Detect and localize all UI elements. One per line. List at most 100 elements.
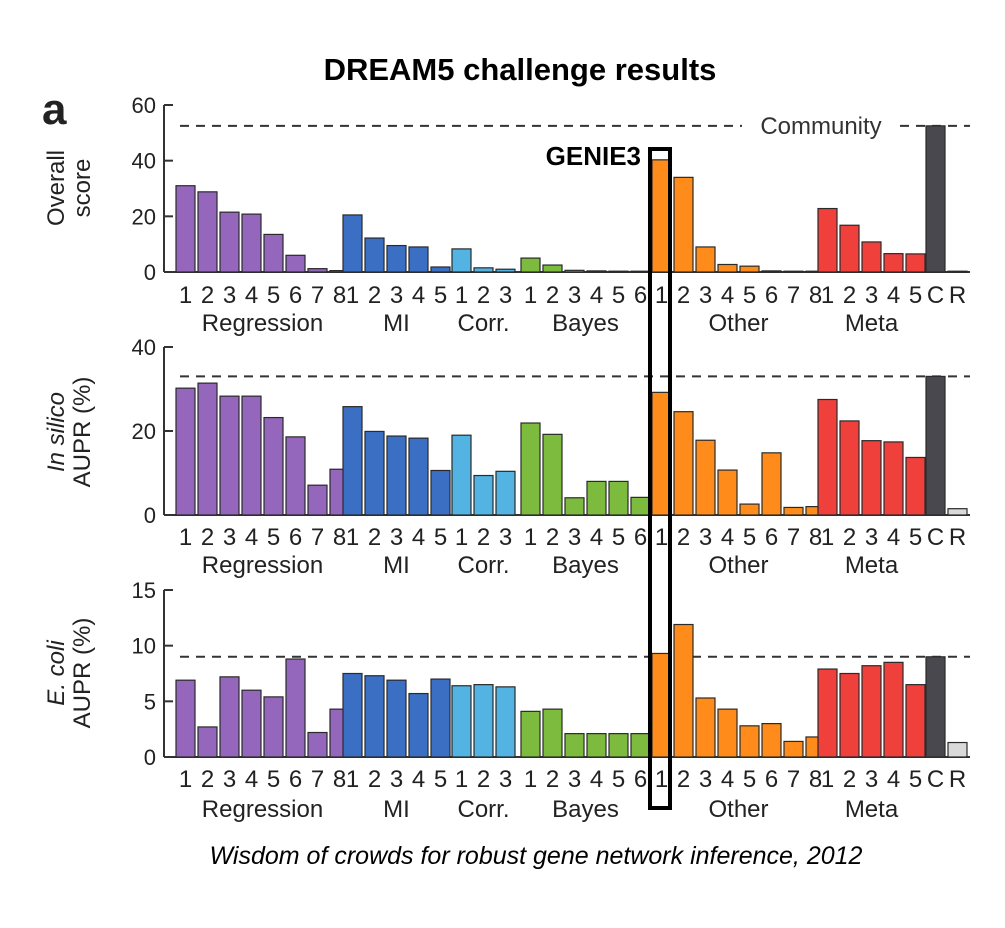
x-tick-label: 2: [546, 766, 559, 793]
bar-corr-3: [495, 686, 516, 758]
bar-other-4: [717, 708, 738, 758]
y-tick-label: 60: [132, 93, 156, 118]
x-tick-label: 7: [787, 766, 800, 793]
x-tick-label: 2: [677, 524, 690, 551]
x-tick-label: 2: [677, 766, 690, 793]
bar-regression-3: [219, 676, 240, 758]
figure-title: DREAM5 challenge results: [324, 52, 717, 87]
bar-regression-6: [285, 254, 306, 273]
x-tick-label: 6: [765, 524, 778, 551]
x-tick-label: 2: [546, 524, 559, 551]
x-tick-label: 1: [524, 282, 537, 309]
bar-regression-2: [197, 191, 218, 273]
x-tick-label: 3: [568, 524, 581, 551]
x-tick-label: 6: [634, 282, 647, 309]
bar-regression-2: [197, 382, 218, 516]
x-tick-label: 7: [311, 282, 324, 309]
x-tick-label: R: [949, 524, 966, 551]
x-tick-label: 4: [412, 766, 425, 793]
y-tick-label: 20: [132, 204, 156, 229]
x-tick-label: 1: [821, 524, 834, 551]
x-tick-label: 5: [909, 282, 922, 309]
group-label: Corr.: [457, 796, 509, 823]
bar-other-5: [739, 725, 760, 758]
x-tick-label: 3: [390, 524, 403, 551]
bar-mi-2: [364, 675, 385, 758]
y-tick-label: 10: [132, 634, 156, 659]
group-label: Other: [708, 552, 768, 579]
x-tick-label: 2: [843, 282, 856, 309]
x-tick-label: 2: [201, 766, 214, 793]
bar-mi-1: [342, 214, 363, 273]
x-tick-label: 4: [887, 766, 900, 793]
x-tick-label: 1: [346, 524, 359, 551]
x-tick-label: 8: [333, 282, 346, 309]
x-tick-label: 5: [612, 524, 625, 551]
group-label: MI: [383, 552, 410, 579]
x-tick-label: 2: [201, 524, 214, 551]
group-label: MI: [383, 796, 410, 823]
x-tick-label: 4: [245, 282, 258, 309]
group-label: Bayes: [552, 796, 619, 823]
bar-corr-1: [451, 434, 472, 516]
group-label: Regression: [202, 552, 323, 579]
y-tick-label: 40: [132, 335, 156, 360]
bar-other-7: [783, 740, 804, 758]
bar-corr-1: [451, 248, 472, 273]
x-tick-label: 2: [843, 766, 856, 793]
x-tick-label: 2: [546, 282, 559, 309]
bar-regression-6: [285, 658, 306, 758]
x-tick-label: 4: [412, 282, 425, 309]
bar-corr-3: [495, 470, 516, 516]
bar-mi-5: [430, 469, 451, 516]
bar-bayes-1: [520, 257, 541, 273]
bar-bayes-3: [564, 269, 585, 273]
x-tick-label: 1: [179, 282, 192, 309]
x-tick-label: 1: [346, 766, 359, 793]
bar-mi-4: [408, 246, 429, 273]
bar-mi-3: [386, 244, 407, 273]
bar-regression-3: [219, 395, 240, 516]
bar-bayes-5: [608, 733, 629, 758]
bar-regression-5: [263, 696, 284, 758]
x-tick-label: 3: [390, 282, 403, 309]
x-tick-label: 3: [223, 282, 236, 309]
x-tick-label: R: [949, 282, 966, 309]
bar-mi-5: [430, 266, 451, 273]
y-tick-label: 40: [132, 149, 156, 174]
x-tick-label: 7: [311, 766, 324, 793]
x-tick-label: 5: [267, 524, 280, 551]
group-label: Regression: [202, 796, 323, 823]
bar-bayes-2: [542, 708, 563, 758]
bar-other-4: [717, 263, 738, 273]
group-label: Regression: [202, 310, 323, 337]
x-tick-label: 2: [201, 282, 214, 309]
bar-regression-4: [241, 395, 262, 516]
x-tick-label: 6: [289, 524, 302, 551]
bar-other-2: [673, 411, 694, 516]
x-tick-label: 7: [311, 524, 324, 551]
y-tick-label: 20: [132, 419, 156, 444]
bar-meta-1: [817, 668, 838, 758]
x-tick-label: 6: [765, 282, 778, 309]
bar-bayes-1: [520, 422, 541, 516]
x-tick-label: 5: [743, 524, 756, 551]
x-tick-label: 6: [634, 766, 647, 793]
x-tick-label: 3: [865, 282, 878, 309]
bar-corr-1: [451, 685, 472, 758]
x-tick-label: 6: [289, 766, 302, 793]
bar-other-3: [695, 246, 716, 273]
group-label: Meta: [845, 310, 899, 337]
bar-other-5: [739, 265, 760, 273]
panel-letter: a: [42, 85, 67, 134]
bar-regression-7: [307, 268, 328, 273]
y-tick-label: 15: [132, 578, 156, 603]
bar-bayes-2: [542, 433, 563, 516]
y-axis-label-line: E. coli: [43, 640, 70, 706]
x-tick-label: 3: [865, 766, 878, 793]
x-tick-label: 5: [612, 766, 625, 793]
x-tick-label: 2: [368, 524, 381, 551]
x-tick-label: C: [927, 766, 944, 793]
